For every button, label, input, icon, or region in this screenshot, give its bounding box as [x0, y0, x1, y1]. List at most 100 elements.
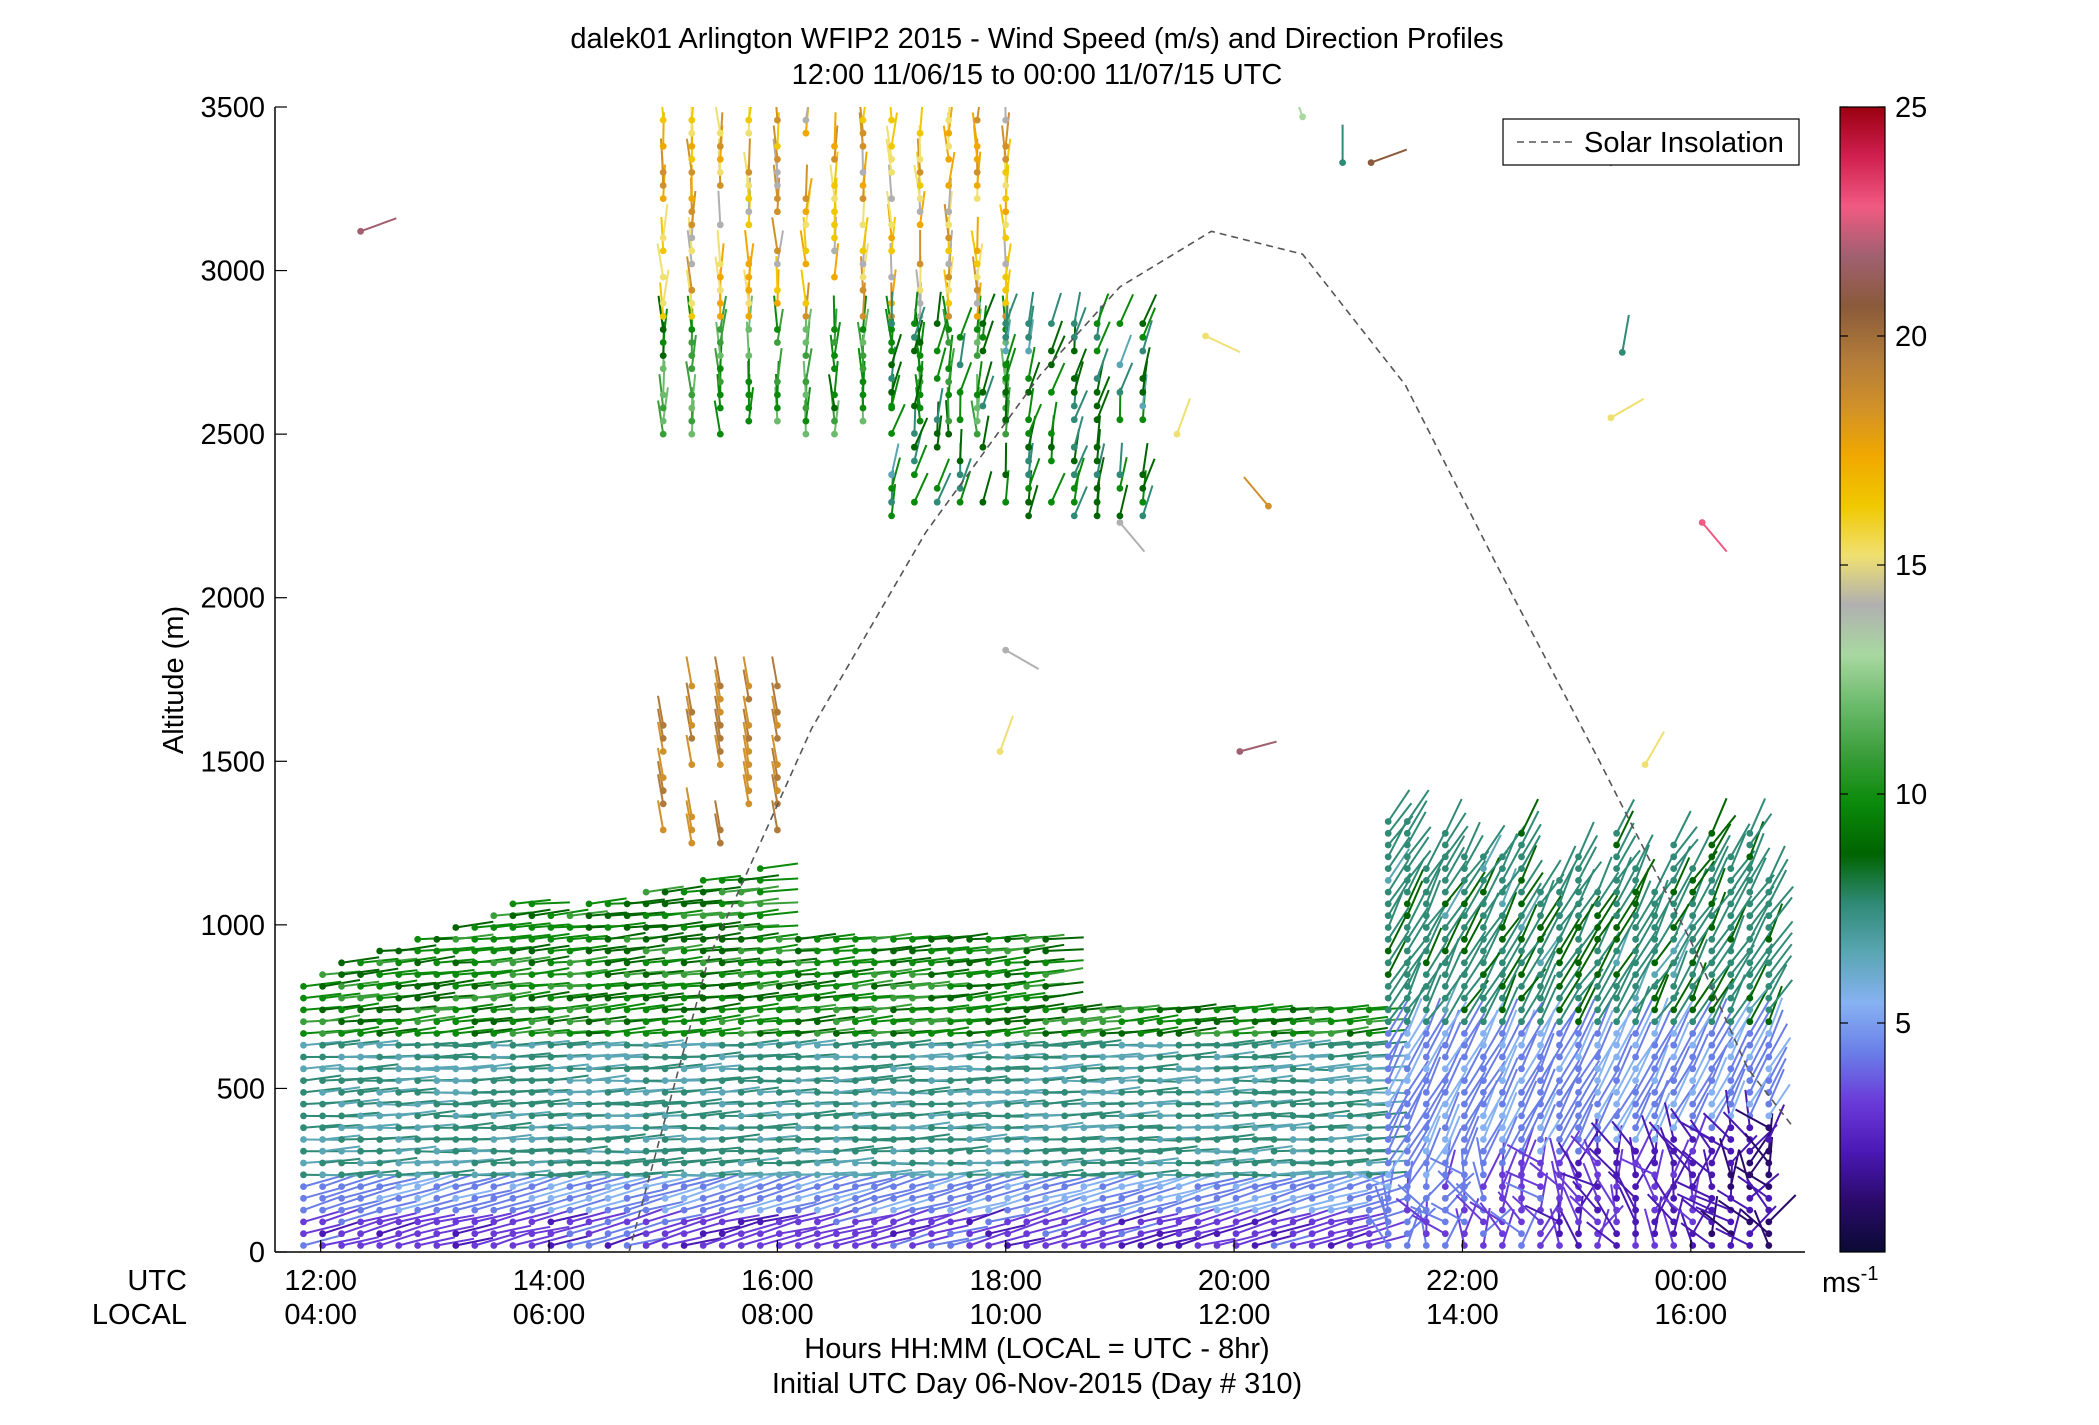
wind-barb-dot	[1002, 375, 1010, 382]
wind-barb-shaft	[1292, 1188, 1331, 1200]
wind-barb-dot	[659, 247, 667, 255]
wind-barb-dot	[1537, 1041, 1544, 1049]
wind-barb-shaft	[512, 1211, 550, 1223]
wind-barb-dot	[1708, 900, 1716, 908]
wind-barb-shaft	[607, 1222, 645, 1235]
wind-barb-dot	[1213, 1124, 1221, 1132]
wind-barb-shaft	[931, 1224, 969, 1235]
wind-barb-dot	[1556, 888, 1563, 896]
wind-barb-dot	[1651, 1242, 1659, 1249]
wind-barb-shaft	[1520, 1069, 1540, 1105]
wind-barb-shaft	[645, 1200, 684, 1212]
wind-barb-dot	[528, 1018, 536, 1026]
wind-barb-dot	[1023, 1053, 1031, 1061]
wind-barb-dot	[1042, 1171, 1050, 1179]
wind-barb-dot	[1670, 983, 1678, 990]
wind-barb-dot	[1765, 1218, 1773, 1226]
wind-barbs-layer	[300, 107, 1797, 1249]
wind-barb-dot	[1689, 1089, 1697, 1096]
wind-barb-dot	[1518, 1030, 1525, 1037]
wind-barb-dot	[833, 1041, 840, 1049]
wind-barb-dot	[1461, 1018, 1468, 1026]
wind-barb-dot	[1384, 1077, 1392, 1084]
wind-barb-shaft	[683, 1199, 722, 1212]
wind-barb-dot	[1651, 983, 1659, 990]
wind-barb-dot	[433, 1124, 441, 1132]
wind-barb-dot	[1594, 1147, 1601, 1155]
wind-barb-shaft	[1672, 838, 1699, 870]
wind-barb-dot	[1651, 1006, 1659, 1014]
wind-barb-dot	[794, 971, 802, 978]
wind-barb-dot	[1708, 1041, 1716, 1049]
wind-barb-dot	[1632, 1089, 1639, 1096]
wind-barb-shaft	[1463, 1081, 1483, 1117]
wind-barb-shaft	[1539, 1172, 1549, 1211]
wind-barb-shaft	[1463, 917, 1484, 952]
wind-barb-dot	[985, 947, 992, 955]
wind-barb-dot	[1118, 1089, 1126, 1096]
wind-barb-dot	[604, 1147, 612, 1155]
wind-barb-shaft	[1349, 1187, 1387, 1200]
wind-barb-dot	[604, 1136, 612, 1143]
wind-barb-shaft	[744, 230, 750, 265]
wind-barb-dot	[1632, 1230, 1639, 1238]
wind-barb-shaft	[740, 1233, 778, 1247]
wind-barb-dot	[1232, 1065, 1240, 1073]
wind-barb-dot	[888, 485, 895, 492]
wind-barb-shaft	[969, 1185, 1006, 1200]
wind-barb-shaft	[1615, 869, 1636, 905]
wind-barb-dot	[1213, 1112, 1221, 1120]
wind-barb-dot	[1137, 1077, 1145, 1084]
wind-barb-dot	[947, 1218, 954, 1226]
wind-barb-shaft	[1767, 845, 1786, 881]
wind-barb-shaft	[969, 1207, 1006, 1223]
wind-barb-shaft	[1511, 1195, 1542, 1223]
wind-barb-dot	[1727, 1147, 1735, 1155]
wind-barb-dot	[1002, 195, 1010, 203]
wind-barb-shaft	[303, 1223, 341, 1235]
wind-barb-shaft	[1748, 953, 1771, 987]
wind-barb-dot	[1346, 1006, 1354, 1014]
wind-barb-shaft	[1748, 832, 1765, 869]
wind-barb-dot	[956, 485, 964, 492]
wind-barb-dot	[1346, 1112, 1354, 1120]
wind-barb-dot	[319, 1100, 326, 1108]
wind-barb-dot	[985, 1065, 992, 1073]
wind-barb-dot	[1689, 947, 1697, 955]
wind-barb-shaft	[322, 1197, 360, 1212]
wind-barb-dot	[1441, 935, 1449, 943]
wind-barb-shaft	[1444, 835, 1466, 870]
wind-barb-dot	[852, 1194, 859, 1202]
wind-barb-dot	[1651, 1218, 1659, 1226]
wind-barb-dot	[1765, 1018, 1773, 1026]
wind-barb-dot	[1002, 416, 1010, 424]
wind-barb-dot	[357, 1006, 364, 1014]
wind-barb-shaft	[1748, 987, 1769, 1023]
wind-barb-shaft	[645, 1188, 684, 1200]
wind-barb-dot	[1651, 947, 1659, 955]
wind-barb-dot	[1670, 877, 1678, 884]
wind-barb-shaft	[645, 1221, 683, 1235]
wind-barb-dot	[1042, 1136, 1050, 1143]
wind-barb-dot	[1518, 1136, 1525, 1143]
wind-barb-dot	[338, 1183, 345, 1190]
wind-barb-dot	[814, 1242, 821, 1249]
wind-barb-shaft	[1611, 1120, 1637, 1152]
wind-barb-dot	[1004, 947, 1011, 955]
wind-barb-dot	[1480, 947, 1487, 955]
wind-barb-dot	[1461, 1030, 1468, 1037]
wind-barb-shaft	[360, 1174, 398, 1188]
wind-barb-dot	[319, 1006, 326, 1014]
wind-barb-dot	[642, 912, 650, 920]
wind-barb-dot	[947, 1159, 954, 1167]
wind-barb-dot	[376, 983, 384, 990]
wind-barb-dot	[1499, 888, 1506, 896]
wind-barb-shaft	[1482, 1152, 1502, 1188]
wind-barb-shaft	[626, 1175, 664, 1188]
wind-barb-shaft	[662, 203, 669, 239]
wind-barb-dot	[1670, 1171, 1678, 1179]
wind-barb-dot	[1422, 1065, 1430, 1073]
wind-barb-shaft	[1691, 1021, 1709, 1058]
wind-barb-dot	[1537, 1230, 1544, 1238]
wind-barb-dot	[1175, 1159, 1183, 1167]
